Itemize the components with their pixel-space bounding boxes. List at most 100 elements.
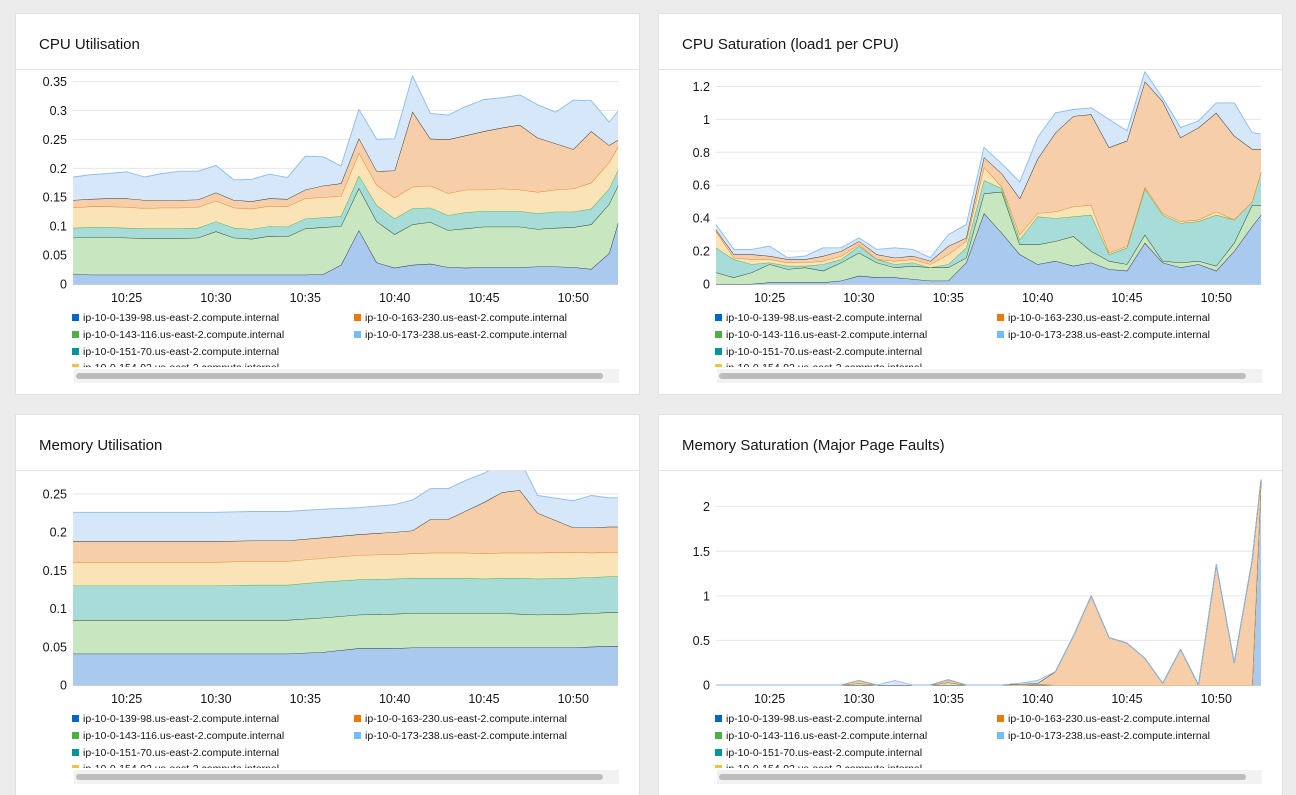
legend-item[interactable]: ip-10-0-143-116.us-east-2.compute.intern… (72, 729, 284, 743)
legend-swatch (72, 749, 79, 756)
x-tick-label: 10:50 (558, 692, 589, 706)
legend-swatch (354, 331, 361, 338)
series-area-ip-10-0-163-230[interactable] (716, 81, 1261, 265)
legend-item[interactable]: ip-10-0-163-230.us-east-2.compute.intern… (354, 712, 567, 726)
series-line-ip-10-0-173-238 (73, 471, 618, 513)
x-tick-label: 10:40 (379, 692, 410, 706)
series-area-ip-10-0-163-230[interactable] (73, 490, 618, 562)
x-tick-label: 10:50 (1201, 692, 1232, 706)
y-tick-label: 0.6 (693, 179, 710, 193)
legend-swatch (354, 715, 361, 722)
x-tick-label: 10:25 (754, 692, 785, 706)
legend-item[interactable]: ip-10-0-139-98.us-east-2.compute.interna… (72, 311, 279, 325)
y-tick-label: 0 (703, 278, 710, 292)
legend-item[interactable]: ip-10-0-151-70.us-east-2.compute.interna… (715, 746, 922, 760)
x-tick-label: 10:40 (1022, 291, 1053, 305)
legend-item[interactable]: ip-10-0-173-238.us-east-2.compute.intern… (997, 729, 1210, 743)
legend-swatch (354, 314, 361, 321)
legend-scrollbar[interactable] (74, 369, 619, 383)
legend-item[interactable]: ip-10-0-151-70.us-east-2.compute.interna… (72, 746, 279, 760)
legend-scrollbar[interactable] (74, 770, 619, 784)
legend-swatch (715, 348, 722, 355)
series-area-ip-10-0-151-70[interactable] (716, 172, 1261, 278)
y-tick-label: 0.1 (50, 220, 67, 234)
legend-item[interactable]: ip-10-0-173-238.us-east-2.compute.intern… (354, 328, 567, 342)
legend-item[interactable]: ip-10-0-139-98.us-east-2.compute.interna… (715, 712, 922, 726)
series-area-ip-10-0-139-98[interactable] (73, 646, 618, 685)
series-area-ip-10-0-154-92[interactable] (73, 146, 618, 230)
chart: 0 0.05 0.1 0.15 0.2 0.25 0.3 0.35 10:25 10:30 10:3… (43, 75, 619, 305)
series-area-ip-10-0-151-70[interactable] (73, 170, 618, 239)
legend-item[interactable]: ip-10-0-173-238.us-east-2.compute.intern… (354, 729, 567, 743)
series-area-ip-10-0-143-116[interactable] (73, 612, 618, 654)
legend-swatch (72, 765, 79, 768)
legend-swatch (72, 715, 79, 722)
memory-utilisation-card: Memory Utilisation 0 0.05 0.1 0.15 0.2 0.25 10… (16, 415, 639, 795)
chart: 0 0.05 0.1 0.15 0.2 0.25 10:25 10:30 10:35 10:40 1… (43, 471, 618, 706)
series-area-ip-10-0-143-116[interactable] (716, 191, 1261, 284)
y-tick-label: 0.25 (43, 133, 67, 147)
legend-item[interactable]: ip-10-0-143-116.us-east-2.compute.intern… (715, 729, 927, 743)
series-area-ip-10-0-143-116[interactable] (73, 185, 618, 275)
y-tick-label: 0.35 (43, 75, 67, 89)
legend-item[interactable]: ip-10-0-154-92.us-east-2.compute.interna… (72, 361, 279, 367)
card-title: CPU Utilisation (39, 36, 140, 53)
legend-item[interactable]: ip-10-0-163-230.us-east-2.compute.intern… (354, 311, 567, 325)
y-tick-label: 0.05 (43, 640, 67, 654)
legend-swatch (997, 331, 1004, 338)
legend-item[interactable]: ip-10-0-151-70.us-east-2.compute.interna… (715, 345, 922, 359)
legend-item[interactable]: ip-10-0-139-98.us-east-2.compute.interna… (715, 311, 922, 325)
legend-swatch (72, 364, 79, 367)
legend-swatch (72, 348, 79, 355)
legend-label: ip-10-0-151-70.us-east-2.compute.interna… (83, 346, 280, 358)
series-area-ip-10-0-163-230[interactable] (716, 479, 1261, 685)
x-tick-label: 10:45 (1111, 692, 1142, 706)
series-area-ip-10-0-173-238[interactable] (73, 471, 618, 542)
legend-scrollbar[interactable] (717, 369, 1262, 383)
scrollbar-thumb[interactable] (76, 373, 603, 379)
legend-item[interactable]: ip-10-0-173-238.us-east-2.compute.intern… (997, 328, 1210, 342)
legend-label: ip-10-0-151-70.us-east-2.compute.interna… (726, 346, 923, 358)
legend-label: ip-10-0-173-238.us-east-2.compute.intern… (1008, 329, 1210, 341)
legend-item[interactable]: ip-10-0-143-116.us-east-2.compute.intern… (715, 328, 927, 342)
card-divider (659, 69, 1282, 70)
series-area-ip-10-0-163-230[interactable] (73, 111, 618, 209)
x-tick-label: 10:40 (379, 291, 410, 305)
series-area-ip-10-0-173-238[interactable] (73, 75, 618, 202)
legend-item[interactable]: ip-10-0-154-92.us-east-2.compute.interna… (715, 762, 922, 768)
legend-label: ip-10-0-154-92.us-east-2.compute.interna… (726, 763, 922, 768)
series-area-ip-10-0-139-98[interactable] (73, 223, 618, 284)
legend-item[interactable]: ip-10-0-139-98.us-east-2.compute.interna… (72, 712, 279, 726)
x-tick-label: 10:45 (468, 291, 499, 305)
legend-item[interactable]: ip-10-0-151-70.us-east-2.compute.interna… (72, 345, 279, 359)
legend-item[interactable]: ip-10-0-154-92.us-east-2.compute.interna… (715, 361, 922, 367)
y-tick-label: 0.15 (43, 564, 67, 578)
y-tick-label: 1.5 (693, 545, 710, 559)
legend-item[interactable]: ip-10-0-143-116.us-east-2.compute.intern… (72, 328, 284, 342)
legend-swatch (997, 715, 1004, 722)
legend-swatch (715, 314, 722, 321)
series-area-ip-10-0-154-92[interactable] (73, 552, 618, 586)
legend-label: ip-10-0-143-116.us-east-2.compute.intern… (83, 730, 285, 742)
scrollbar-thumb[interactable] (719, 774, 1246, 780)
series-area-ip-10-0-139-98[interactable] (716, 213, 1261, 284)
legend-item[interactable]: ip-10-0-163-230.us-east-2.compute.intern… (997, 311, 1210, 325)
legend-label: ip-10-0-139-98.us-east-2.compute.interna… (726, 713, 923, 725)
legend-label: ip-10-0-139-98.us-east-2.compute.interna… (83, 713, 280, 725)
y-tick-label: 0.8 (693, 146, 710, 160)
legend-swatch (715, 732, 722, 739)
legend-item[interactable]: ip-10-0-154-92.us-east-2.compute.interna… (72, 762, 279, 768)
legend-scrollbar[interactable] (717, 770, 1262, 784)
scrollbar-thumb[interactable] (719, 373, 1246, 379)
series-line-ip-10-0-173-238 (715, 71, 1262, 259)
series-area-ip-10-0-151-70[interactable] (73, 576, 618, 621)
legend: ip-10-0-139-98.us-east-2.compute.interna… (72, 712, 632, 768)
legend-label: ip-10-0-151-70.us-east-2.compute.interna… (726, 747, 923, 759)
x-tick-label: 10:50 (1201, 291, 1232, 305)
scrollbar-thumb[interactable] (76, 774, 603, 780)
legend-label: ip-10-0-143-116.us-east-2.compute.intern… (726, 329, 928, 341)
legend-item[interactable]: ip-10-0-163-230.us-east-2.compute.intern… (997, 712, 1210, 726)
x-tick-label: 10:25 (754, 291, 785, 305)
y-tick-label: 0.05 (43, 249, 67, 263)
cpu-utilisation-card: CPU Utilisation 0 0.05 0.1 0.15 0.2 0.25 0.3 0.… (16, 14, 639, 394)
